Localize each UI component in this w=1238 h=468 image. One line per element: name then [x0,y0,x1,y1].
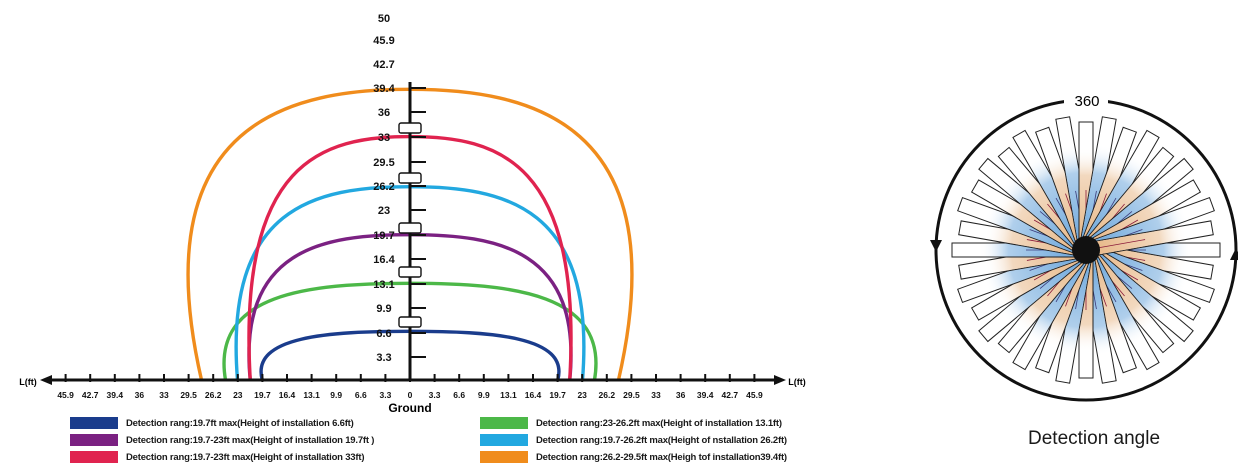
horizontal-tick-label: 19.7 [254,390,271,400]
horizontal-tick-label: 33 [651,390,661,400]
horizontal-tick-label: 42.7 [722,390,739,400]
vertical-tick-label: 36 [378,107,390,119]
horizontal-tick-label: 29.5 [623,390,640,400]
horizontal-tick-label: 42.7 [82,390,99,400]
legend-swatch [70,434,118,446]
horizontal-tick-label: 0 [408,390,413,400]
vertical-tick-label: 13.1 [373,279,394,291]
horizontal-tick-label: 6.6 [355,390,367,400]
vertical-tick-label: 33 [378,132,390,144]
horizontal-tick-label: 23 [577,390,587,400]
horizontal-tick-label: 36 [135,390,145,400]
legend-text: Detection rang:19.7-23ft max(Height of i… [126,451,365,463]
legend-text: Detection rang:23-26.2ft max(Height of i… [536,417,782,429]
legend-swatch [480,434,528,446]
horizontal-tick-label: 39.4 [697,390,714,400]
detection-angle-diagram: 360 [930,92,1238,402]
axis-label-right: L(ft) [788,377,806,387]
legend-item: Detection rang:19.7-26.2ft max(Height of… [480,433,787,447]
horizontal-tick-label: 3.3 [429,390,441,400]
horizontal-tick-label: 29.5 [180,390,197,400]
horizontal-tick-label: 16.4 [279,390,296,400]
vertical-tick-label: 39.4 [373,83,395,95]
rotation-arrow-left [930,240,942,252]
legend-item: Detection rang:19.7-23ft max(Height of i… [70,450,364,464]
horizontal-tick-label: 13.1 [500,390,517,400]
detection-angle-caption: Detection angle [1028,428,1161,449]
legend-text: Detection rang:19.7-23ft max(Height of i… [126,434,375,446]
ground-label: Ground [388,401,431,415]
height-marker [398,122,422,134]
legend-item: Detection rang:23-26.2ft max(Height of i… [480,416,782,430]
axis-arrow-left [40,375,52,385]
legend-swatch [480,451,528,463]
detection-zone [1035,249,1090,374]
detection-range-diagram: 50 45.9 42.7 39.4 36 33 29.5 26.2 23 19.7 16.4 13.1… [19,13,806,415]
vertical-height-axis: 50 45.9 42.7 39.4 36 33 29.5 26.2 23 19.7 16.4 13.1… [373,13,426,380]
legend-swatch [70,417,118,429]
legend-item: Detection rang:19.7-23ft max(Height of i… [70,433,374,447]
height-marker [398,266,422,278]
rotation-arrow-right [1230,248,1238,260]
horizontal-tick-label: 45.9 [57,390,74,400]
legend-item: Detection rang:19.7ft max(Height of inst… [70,416,354,430]
vertical-tick-label: 45.9 [373,35,394,47]
vertical-tick-label: 23 [378,205,390,217]
horizontal-tick-label: 26.2 [205,390,222,400]
vertical-tick-label: 16.4 [373,254,395,266]
legend-text: Detection rang:19.7-26.2ft max(Height of… [536,434,787,446]
vertical-tick-label: 9.9 [376,303,391,315]
horizontal-tick-label: 16.4 [525,390,542,400]
angle-zones [930,92,1238,402]
vertical-tick-label: 29.5 [373,157,394,169]
horizontal-tick-label: 45.9 [746,390,763,400]
vertical-tick-label: 50 [378,13,390,25]
axis-label-left: L(ft) [19,377,37,387]
horizontal-tick-label: 6.6 [453,390,465,400]
height-marker [398,172,422,184]
legend-text: Detection rang:26.2-29.5ft max(Heigh tof… [536,451,787,463]
horizontal-distance-axis: 45.9 42.7 39.4 36 33 29.5 26.2 23 19.7 16.4 13.1 9.… [40,374,786,400]
axis-arrow-right [774,375,786,385]
horizontal-tick-label: 39.4 [107,390,124,400]
vertical-tick-label: 6.6 [376,328,391,340]
sensor-center [1072,236,1100,264]
horizontal-tick-label: 19.7 [549,390,566,400]
vertical-tick-label: 19.7 [373,230,394,242]
horizontal-tick-label: 33 [159,390,169,400]
label-gap [1064,92,1108,108]
horizontal-tick-label: 9.9 [330,390,342,400]
vertical-tick-label: 26.2 [373,181,394,193]
horizontal-tick-label: 23 [233,390,243,400]
angle-360-label: 360 [1074,93,1099,110]
horizontal-tick-label: 13.1 [303,390,320,400]
legend-text: Detection rang:19.7ft max(Height of inst… [126,417,354,429]
horizontal-tick-label: 36 [676,390,686,400]
horizontal-tick-label: 3.3 [379,390,391,400]
height-marker [398,222,422,234]
vertical-tick-label: 42.7 [373,59,394,71]
horizontal-tick-label: 26.2 [599,390,616,400]
legend-item: Detection rang:26.2-29.5ft max(Heigh tof… [480,450,787,464]
legend-swatch [480,417,528,429]
legend-swatch [70,451,118,463]
vertical-tick-label: 3.3 [376,352,391,364]
horizontal-tick-label: 9.9 [478,390,490,400]
height-marker [398,316,422,328]
